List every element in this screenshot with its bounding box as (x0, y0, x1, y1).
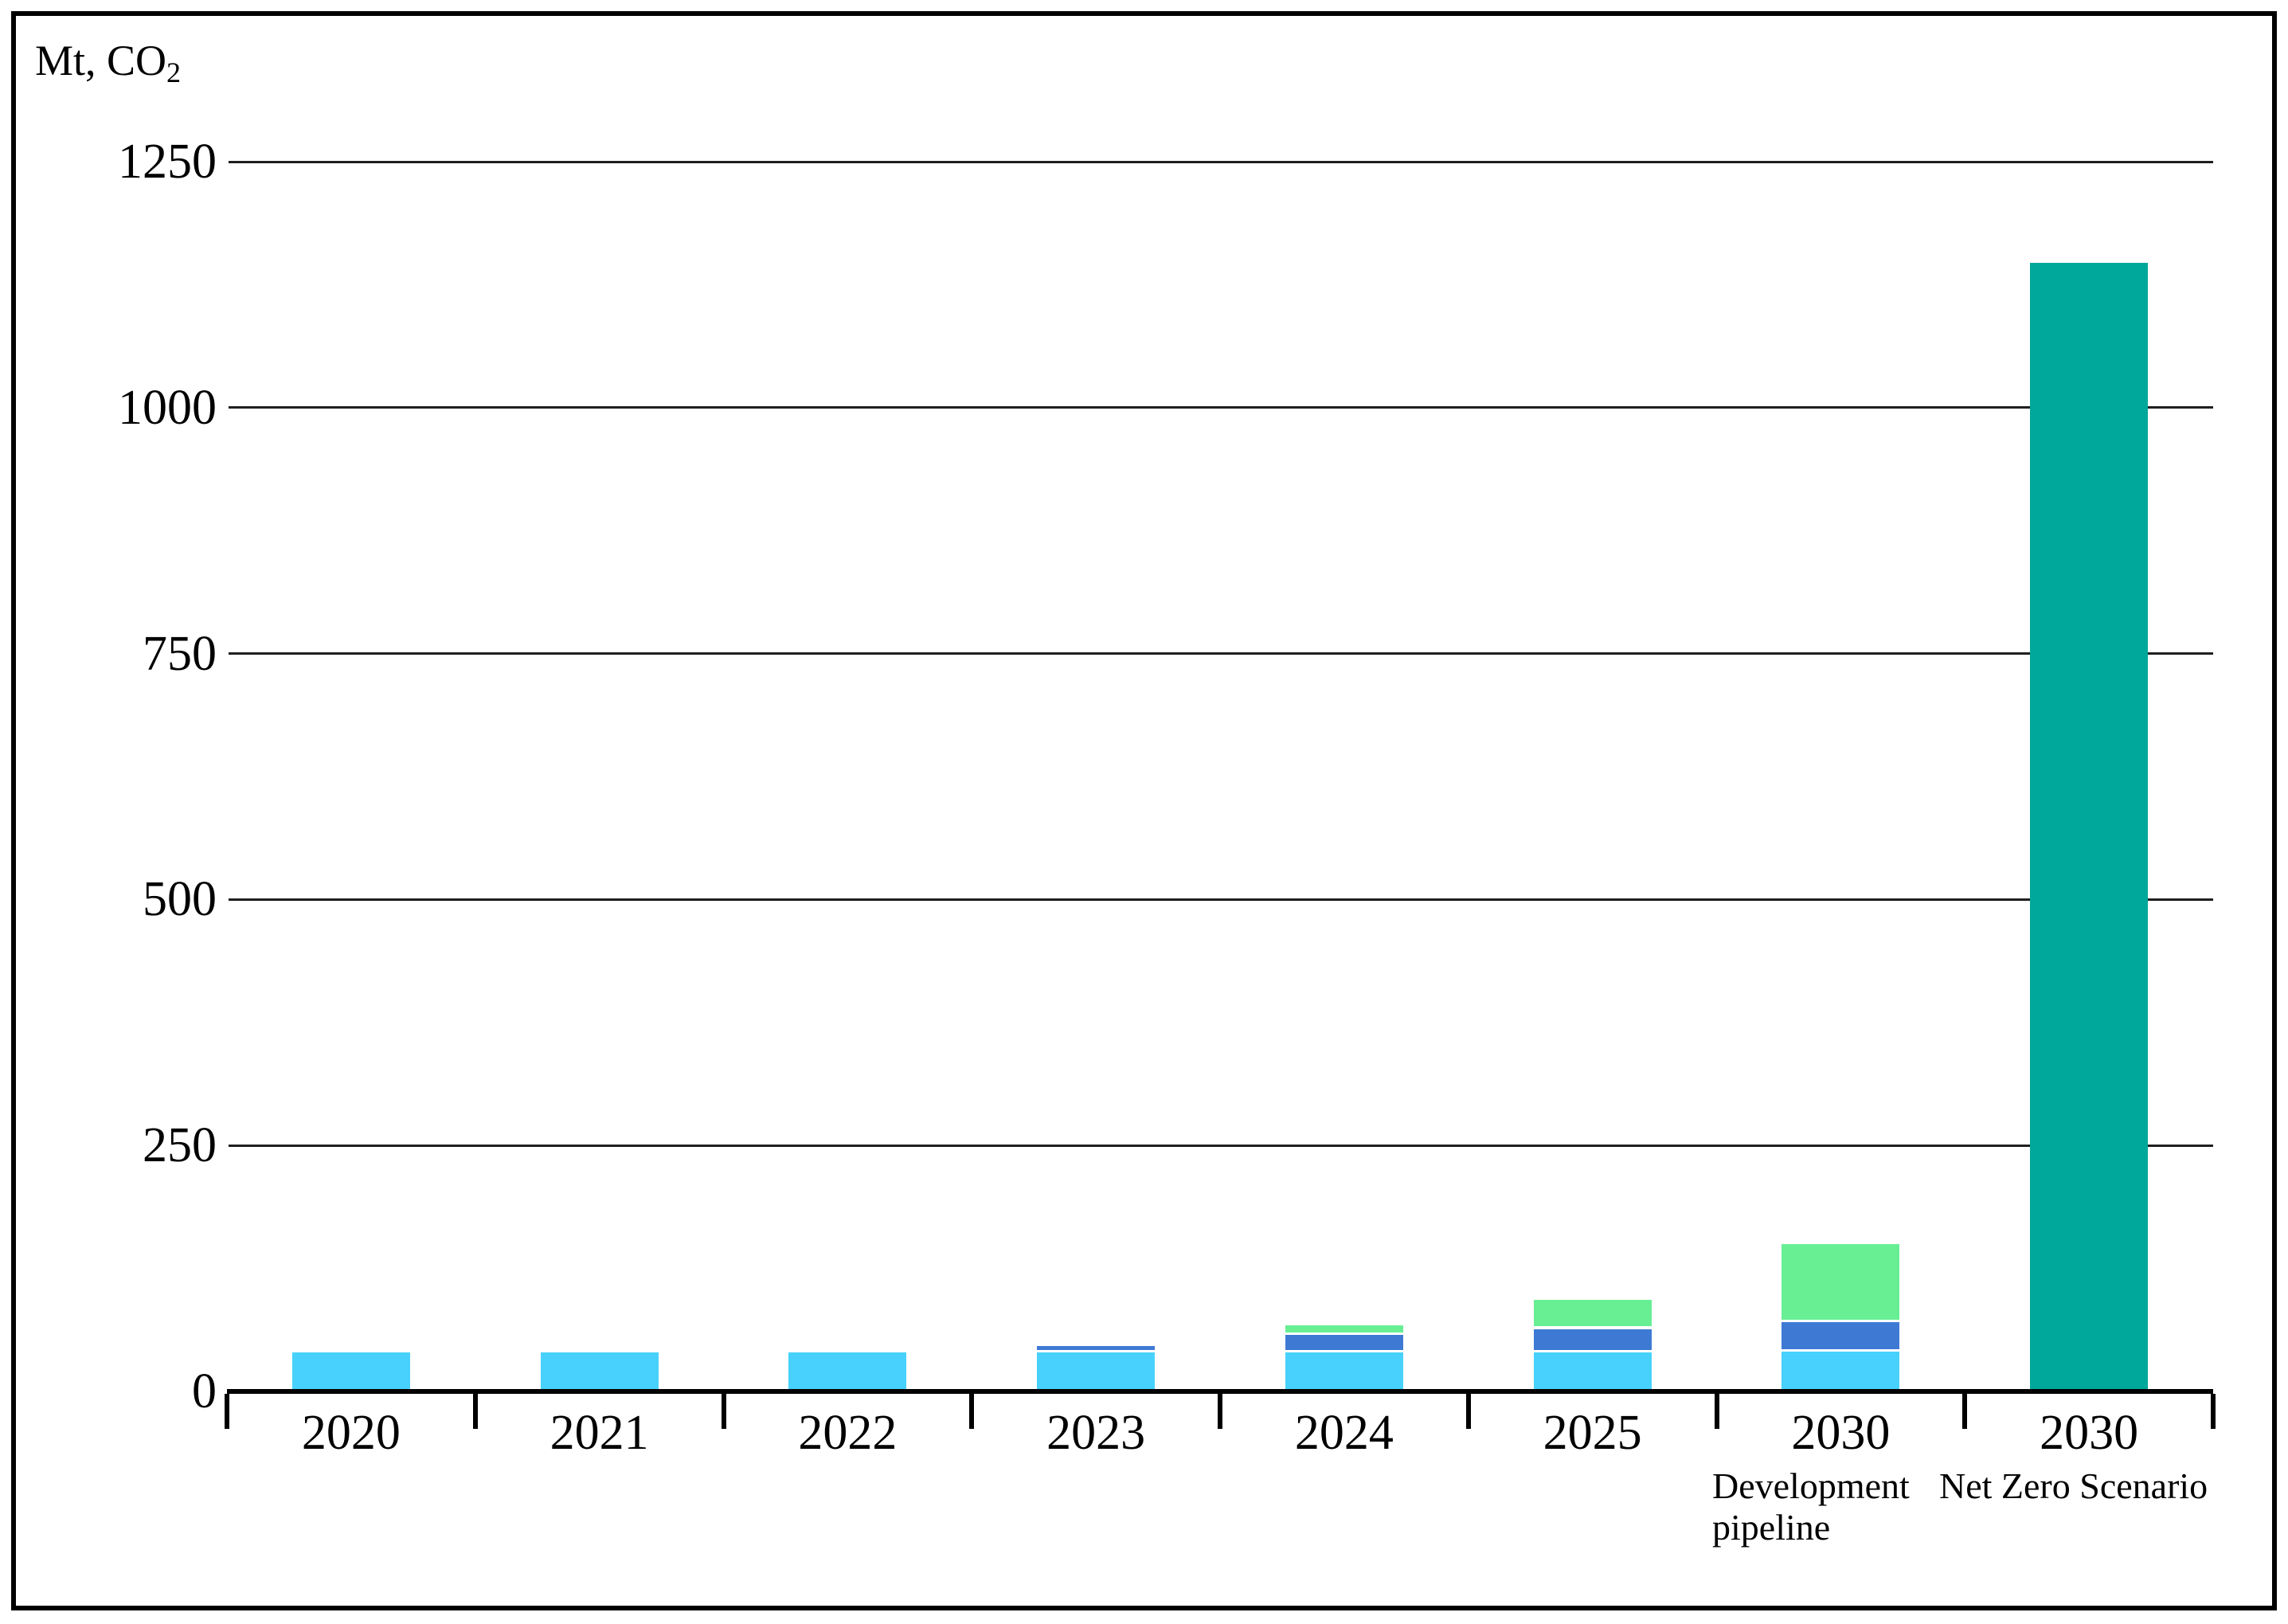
bar-2021-light-blue-segment (540, 1352, 659, 1389)
bar-2022-light-blue-segment (788, 1352, 907, 1389)
y-axis-unit-subscript: 2 (166, 57, 182, 88)
x-category-label-4: 2024 (1294, 1406, 1394, 1460)
y-tick-label: 500 (143, 872, 217, 927)
bar-2030-light-blue-segment (1782, 1352, 1900, 1389)
y-tick-label: 1000 (118, 380, 217, 435)
axis-tick (721, 1394, 726, 1429)
bar-2020-light-blue-segment (291, 1352, 410, 1389)
y-tick-label: 750 (143, 626, 217, 681)
y-tick-label: 0 (192, 1364, 217, 1419)
axis-tick (1218, 1394, 1222, 1429)
x-category-label-0: 2020 (301, 1406, 401, 1460)
bar-2030-teal-segment (2030, 262, 2149, 1389)
gridline-500 (229, 898, 2213, 901)
axis-tick (225, 1394, 229, 1429)
axis-tick (472, 1394, 478, 1429)
x-category-label-5: 2025 (1543, 1406, 1642, 1460)
x-category-sublabel-7: Net Zero Scenario (1939, 1466, 2208, 1506)
bar-2025-light-blue-segment (1533, 1352, 1652, 1389)
axis-tick (1714, 1394, 1719, 1429)
bar-2023-light-blue-segment (1037, 1352, 1156, 1389)
gridline-750 (229, 652, 2213, 655)
axis-tick (969, 1394, 975, 1429)
bar-2024-green-segment (1285, 1325, 1403, 1332)
bar-2024-blue-segment (1285, 1335, 1403, 1350)
y-tick-label: 250 (143, 1118, 217, 1173)
x-category-label-2: 2022 (798, 1406, 898, 1460)
x-category-label-6: 2030 (1791, 1406, 1891, 1460)
axis-tick (1962, 1394, 1968, 1429)
gridline-1250 (229, 160, 2213, 163)
bar-2025-green-segment (1533, 1299, 1652, 1327)
gridline-250 (229, 1144, 2213, 1147)
bar-2030-green-segment (1782, 1244, 1900, 1320)
bar-2025-blue-segment (1533, 1329, 1652, 1350)
bar-2023-blue-segment (1037, 1345, 1156, 1350)
gridline-1000 (229, 406, 2213, 409)
x-axis-line (227, 1389, 2213, 1394)
y-axis-unit-main: Mt, CO (35, 37, 167, 84)
x-category-sublabel-6: Development pipeline (1712, 1466, 1910, 1548)
bar-2030-blue-segment (1782, 1322, 1900, 1349)
axis-tick (1465, 1394, 1471, 1429)
axis-tick (2211, 1394, 2216, 1429)
x-category-label-7: 2030 (2040, 1406, 2139, 1460)
x-category-label-3: 2023 (1046, 1406, 1146, 1460)
y-axis-unit-label: Mt, CO2 (35, 37, 181, 96)
bar-2024-light-blue-segment (1285, 1352, 1403, 1389)
x-category-label-1: 2021 (550, 1406, 649, 1460)
y-tick-label: 1250 (118, 135, 217, 189)
